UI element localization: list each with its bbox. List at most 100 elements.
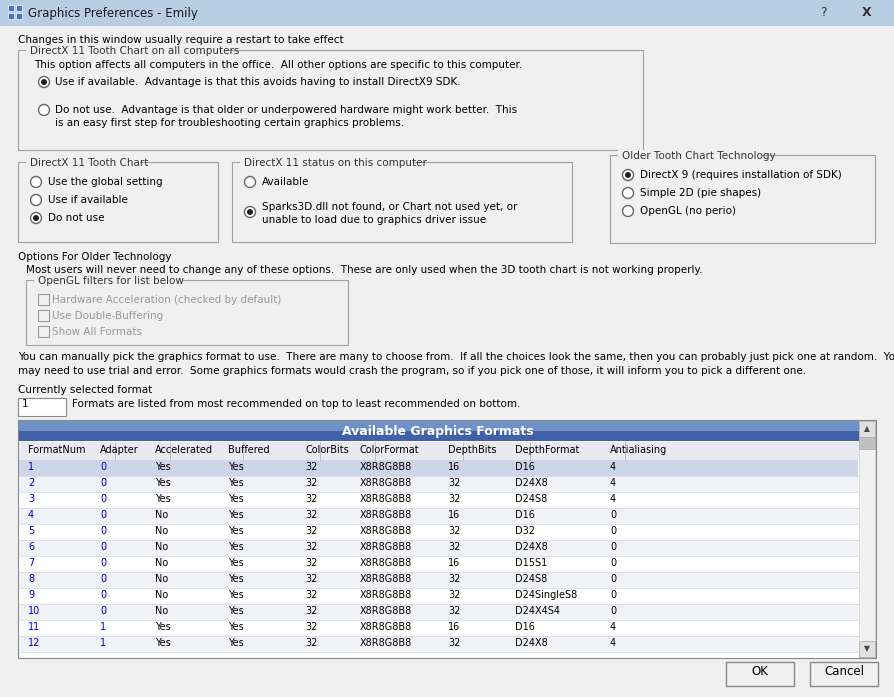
Bar [859,421,875,657]
Text: 10: 10 [28,606,40,616]
Bar [38,326,49,337]
Text: Use Double-Buffering: Use Double-Buffering [52,311,164,321]
Text: Buffered: Buffered [228,445,270,455]
Bar [16,13,22,19]
Text: 4: 4 [28,510,34,520]
Bar [19,476,858,492]
Text: 0: 0 [100,526,106,536]
Bar [19,620,858,636]
Text: Yes: Yes [155,494,171,504]
Text: Yes: Yes [228,494,244,504]
Circle shape [30,213,41,224]
Circle shape [622,187,634,199]
Text: 0: 0 [100,574,106,584]
Text: 0: 0 [610,606,616,616]
Text: X8R8G8B8: X8R8G8B8 [360,590,412,600]
Text: 16: 16 [448,622,460,632]
Text: No: No [155,510,168,520]
Text: D24X8: D24X8 [515,542,548,552]
Text: Currently selected format: Currently selected format [18,385,152,395]
Text: Sparks3D.dll not found, or Chart not used yet, or: Sparks3D.dll not found, or Chart not use… [262,202,518,212]
Circle shape [33,215,39,221]
Text: No: No [155,526,168,536]
Bar [859,437,875,449]
Text: 32: 32 [305,606,317,616]
Text: No: No [155,606,168,616]
Bar [18,398,66,416]
Circle shape [247,209,253,215]
Text: Graphics Preferences - Emily: Graphics Preferences - Emily [28,6,198,20]
Text: D16: D16 [515,510,535,520]
Text: X8R8G8B8: X8R8G8B8 [360,542,412,552]
Text: 4: 4 [610,494,616,504]
Text: D24X4S4: D24X4S4 [515,606,560,616]
Text: Yes: Yes [228,526,244,536]
Text: OK: OK [752,665,769,678]
Text: 0: 0 [100,542,106,552]
Bar [38,310,49,321]
Text: Use if available.  Advantage is that this avoids having to install DirectX9 SDK.: Use if available. Advantage is that this… [55,77,460,87]
Bar [618,150,762,160]
Text: You can manually pick the graphics format to use.  There are many to choose from: You can manually pick the graphics forma… [18,352,894,362]
Text: 4: 4 [610,478,616,488]
Text: DirectX 9 (requires installation of SDK): DirectX 9 (requires installation of SDK) [640,170,842,180]
Text: 32: 32 [448,478,460,488]
Text: 0: 0 [100,606,106,616]
Text: 11: 11 [28,622,40,632]
Bar [26,280,348,345]
Bar [19,556,858,572]
Text: 6: 6 [28,542,34,552]
Text: X8R8G8B8: X8R8G8B8 [360,510,412,520]
Bar [34,275,183,285]
Text: Yes: Yes [155,622,171,632]
Text: Yes: Yes [228,510,244,520]
Text: 0: 0 [100,558,106,568]
Text: Do not use.  Advantage is that older or underpowered hardware might work better.: Do not use. Advantage is that older or u… [55,105,517,115]
Bar [19,572,858,588]
Text: D24S8: D24S8 [515,494,547,504]
Text: 32: 32 [305,590,317,600]
Text: Adapter: Adapter [100,445,139,455]
Bar [19,540,858,556]
Circle shape [244,206,256,217]
Text: Formats are listed from most recommended on top to least recommended on bottom.: Formats are listed from most recommended… [72,399,520,409]
Circle shape [38,77,49,88]
Bar [19,492,858,508]
Text: 16: 16 [448,510,460,520]
Text: 32: 32 [305,574,317,584]
Circle shape [41,79,47,85]
Text: Yes: Yes [228,558,244,568]
Text: 32: 32 [305,638,317,648]
Text: 0: 0 [610,558,616,568]
Bar [18,420,876,658]
Text: 0: 0 [610,590,616,600]
Text: Do not use: Do not use [48,213,105,223]
Text: No: No [155,542,168,552]
Bar [232,162,572,242]
Text: 0: 0 [100,478,106,488]
Bar [859,641,875,657]
Text: No: No [155,590,168,600]
Text: ▼: ▼ [864,645,870,654]
Bar [18,50,643,150]
Bar [18,162,218,242]
Text: 0: 0 [100,462,106,472]
Bar [8,5,14,11]
Bar [19,442,859,460]
Text: ColorBits: ColorBits [305,445,349,455]
Text: Yes: Yes [228,590,244,600]
Text: 0: 0 [610,510,616,520]
Text: X8R8G8B8: X8R8G8B8 [360,558,412,568]
Text: 0: 0 [100,494,106,504]
Text: ColorFormat: ColorFormat [360,445,419,455]
Bar [38,294,49,305]
Bar [19,636,858,652]
Text: DepthFormat: DepthFormat [515,445,579,455]
Text: may need to use trial and error.  Some graphics formats would crash the program,: may need to use trial and error. Some gr… [18,366,806,376]
Text: 16: 16 [448,558,460,568]
Text: 32: 32 [448,542,460,552]
Circle shape [622,169,634,181]
Text: No: No [155,558,168,568]
Bar [19,421,859,431]
Text: Yes: Yes [228,638,244,648]
